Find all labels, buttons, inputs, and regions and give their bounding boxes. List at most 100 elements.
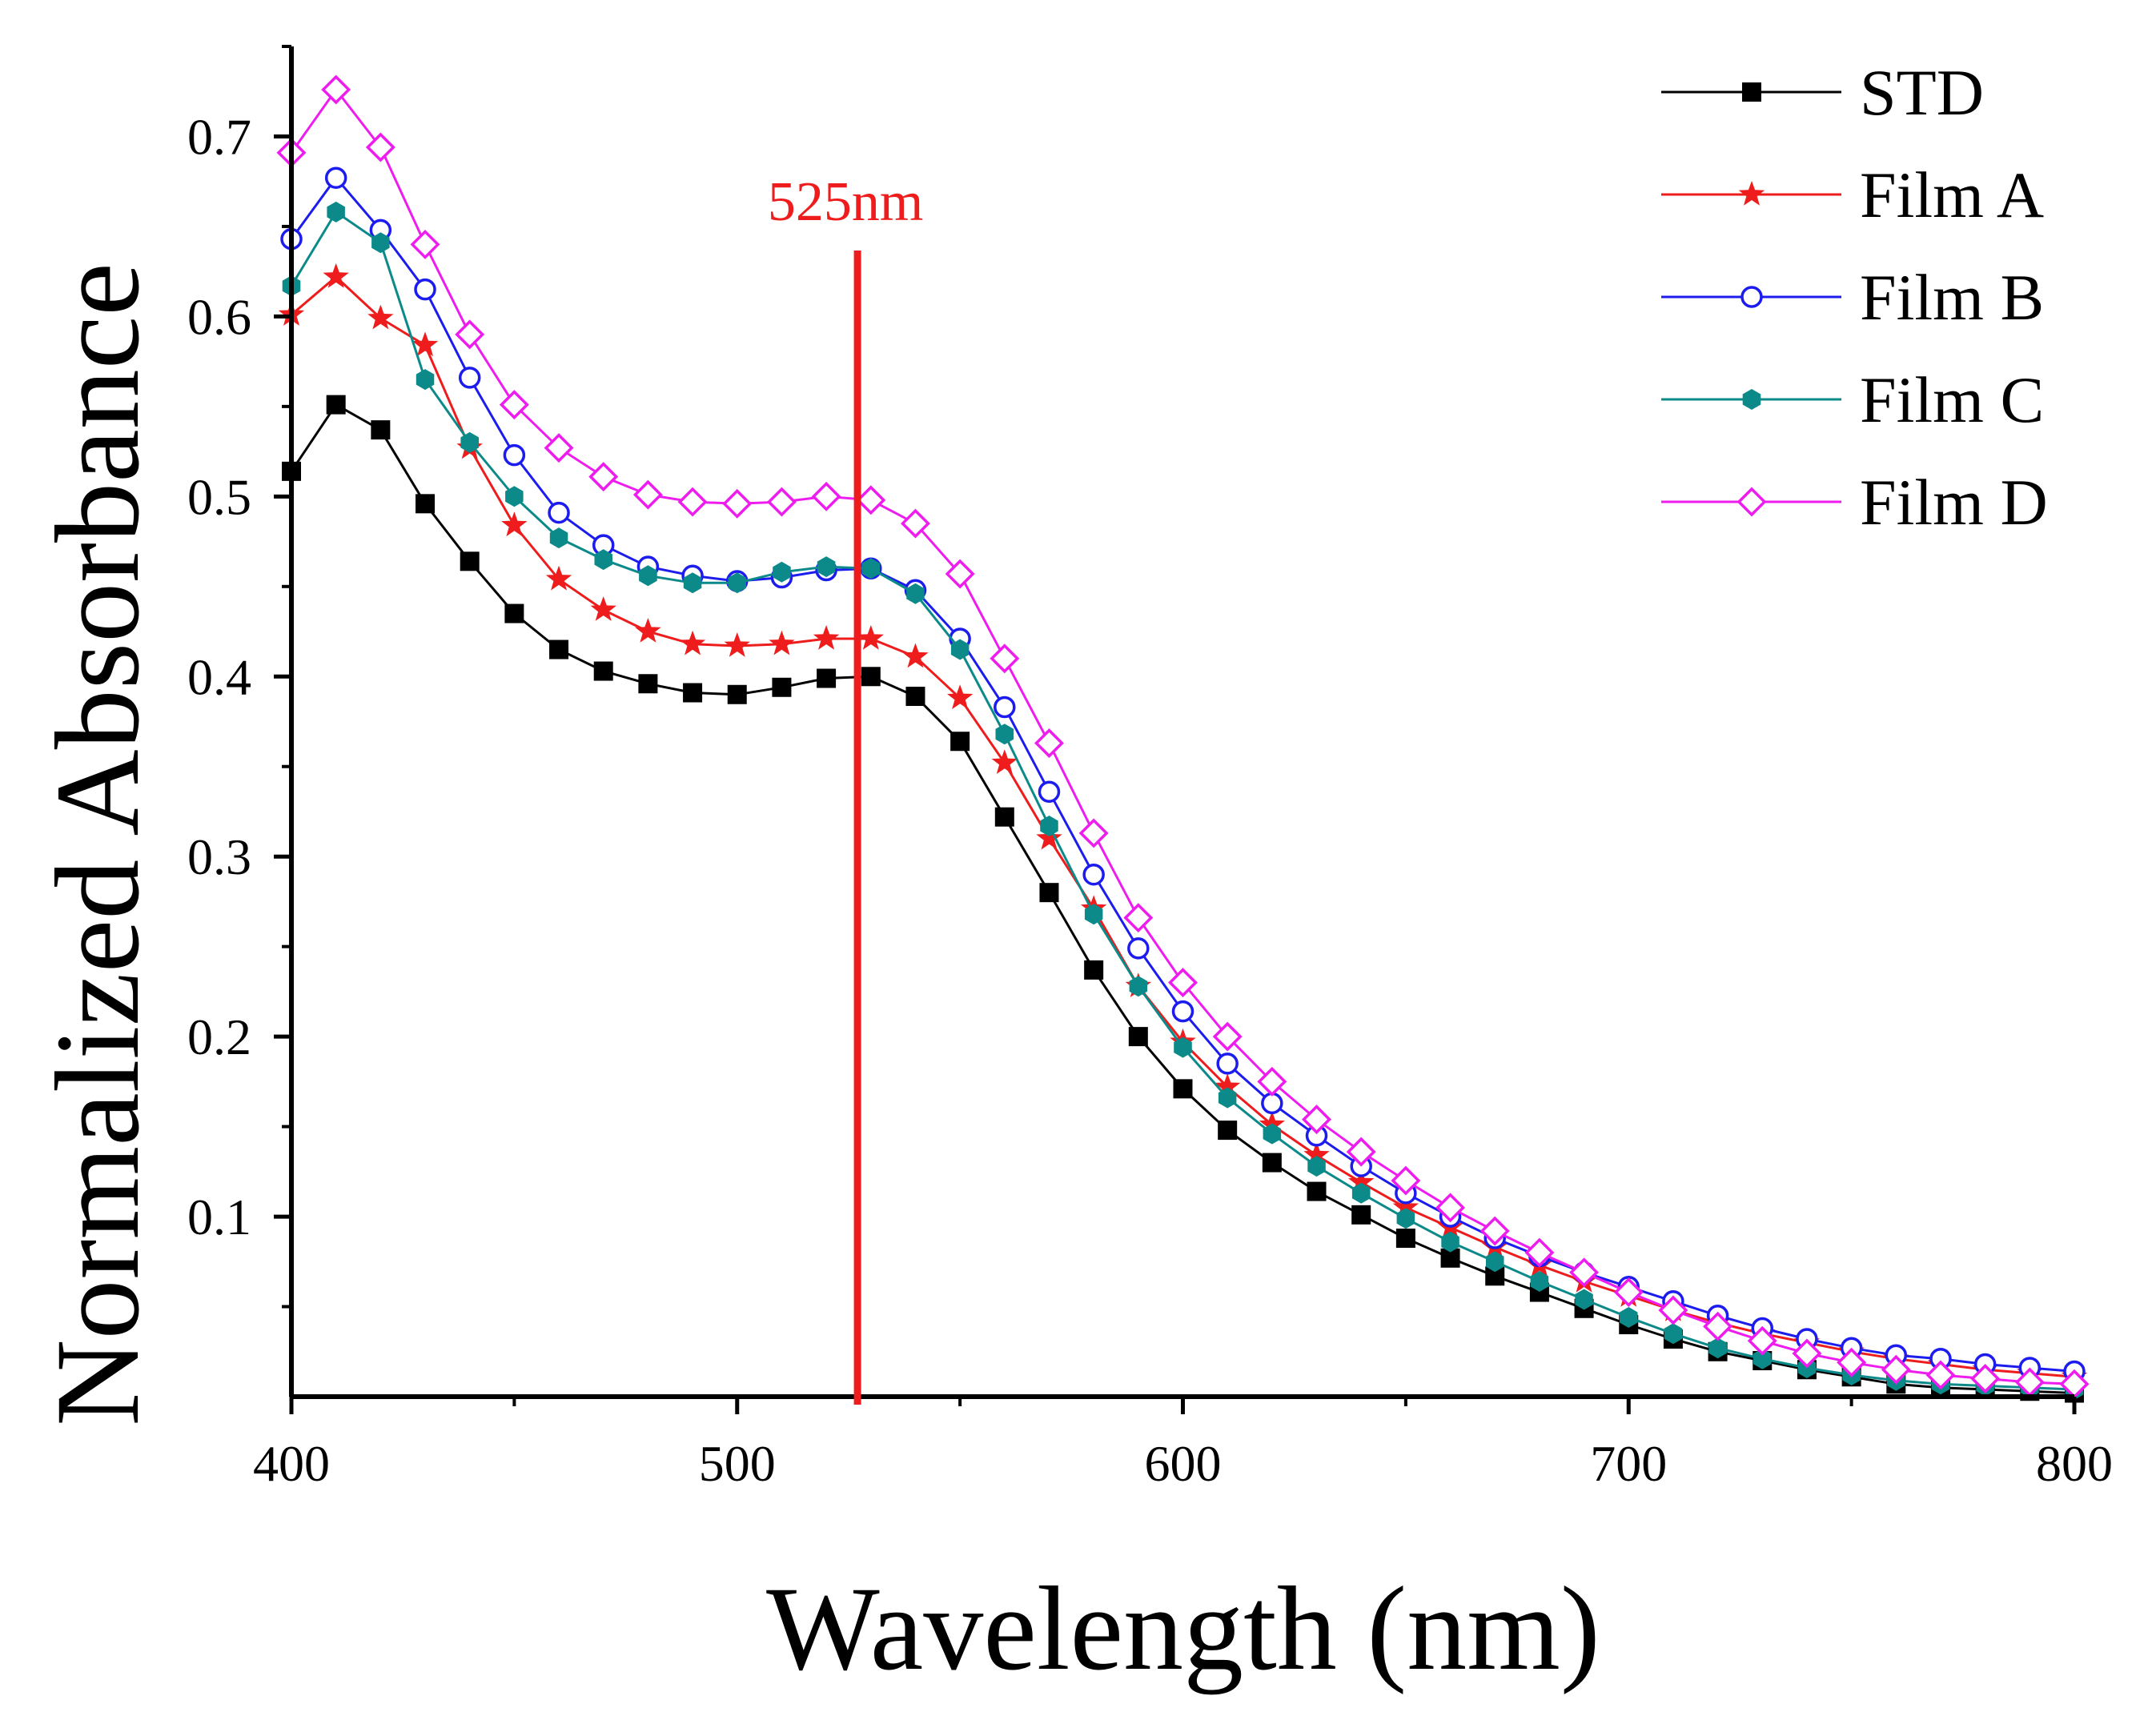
data-point-film-c (549, 527, 568, 549)
data-point-film-c (594, 549, 612, 571)
data-point-film-b (1127, 937, 1150, 960)
data-point-film-a (501, 511, 528, 537)
data-point-film-c (1575, 1289, 1593, 1310)
data-point-film-b (1216, 1052, 1239, 1075)
series-std (282, 395, 2084, 1403)
data-point-film-d (1168, 968, 1198, 998)
data-point-film-a (902, 643, 929, 668)
series-film-c (282, 201, 2084, 1400)
x-tick-label-500: 500 (699, 1435, 776, 1492)
series-film-d (276, 74, 2090, 1399)
data-point-film-b (458, 367, 481, 389)
data-point-std (1351, 1205, 1371, 1225)
data-point-film-a (1348, 1169, 1375, 1194)
data-point-film-c (1396, 1208, 1415, 1229)
data-point-film-c (1664, 1323, 1683, 1345)
data-point-film-d (856, 485, 886, 515)
data-point-std (994, 807, 1014, 827)
data-point-film-a (857, 625, 884, 650)
legend-marker-std (1742, 82, 1761, 102)
data-point-film-a (635, 618, 661, 643)
data-point-film-d (1212, 1021, 1243, 1052)
data-point-film-a (1215, 1073, 1241, 1098)
data-point-film-c (639, 565, 657, 587)
data-point-film-d (1479, 1216, 1510, 1246)
legend-marker-film-a (1738, 181, 1765, 206)
data-point-film-a (1392, 1193, 1419, 1219)
data-point-film-d (1078, 818, 1109, 848)
data-point-film-b (414, 278, 436, 301)
data-point-film-a (590, 596, 616, 621)
legend-marker-film-b (1740, 286, 1763, 308)
data-point-std (905, 687, 925, 707)
annotation-label: 525nm (768, 171, 923, 233)
data-point-film-c (1129, 976, 1148, 997)
data-point-film-c (416, 369, 435, 391)
data-point-film-d (1925, 1360, 1956, 1390)
data-point-std (683, 683, 703, 703)
y-tick-label-0.1: 0.1 (187, 1189, 251, 1245)
data-point-film-c (1084, 904, 1103, 925)
legend-label-film-b: Film B (1860, 261, 2044, 334)
data-point-film-d (1970, 1364, 2001, 1393)
data-point-std (371, 420, 391, 440)
y-tick-label-0.2: 0.2 (187, 1008, 251, 1065)
data-point-film-d (1747, 1325, 1777, 1356)
data-point-film-d (632, 479, 663, 510)
data-point-film-b (1038, 780, 1061, 803)
data-point-film-b (1171, 1000, 1194, 1023)
series-line-film-b (290, 175, 2075, 1373)
data-point-film-d (455, 319, 485, 350)
data-point-film-b (1082, 863, 1105, 886)
data-point-film-b (503, 443, 526, 467)
data-point-film-c (995, 724, 1014, 745)
data-point-film-a (947, 684, 974, 709)
data-point-film-a (367, 304, 394, 330)
data-point-film-d (499, 390, 529, 420)
data-point-film-a (991, 749, 1018, 774)
data-point-std (1039, 883, 1059, 903)
data-point-film-b (1261, 1092, 1283, 1115)
y-axis-title: Normalized Absorbance (31, 263, 164, 1426)
y-tick-label-0.6: 0.6 (187, 288, 251, 345)
legend-label-film-a: Film A (1860, 158, 2044, 231)
y-tick-label-0.7: 0.7 (187, 108, 251, 165)
data-point-film-c (505, 486, 524, 507)
data-point-film-d (1346, 1137, 1376, 1167)
data-point-std (727, 684, 747, 704)
data-point-film-c (906, 583, 925, 604)
legend-item-film-b: Film B (1661, 261, 2044, 334)
data-point-film-d (1703, 1311, 1733, 1341)
data-point-film-c (1218, 1087, 1237, 1109)
series-layer (276, 74, 2090, 1403)
data-point-film-d (1524, 1237, 1555, 1268)
data-point-film-d (811, 481, 841, 511)
data-point-film-c (950, 639, 970, 660)
series-line-std (290, 403, 2075, 1394)
data-point-film-c (728, 572, 746, 594)
data-point-film-a (679, 630, 706, 656)
data-point-film-c (1530, 1271, 1549, 1292)
legend-label-film-d: Film D (1860, 466, 2048, 539)
data-point-std (1218, 1121, 1238, 1141)
data-point-film-c (327, 201, 345, 223)
data-point-film-d (1435, 1193, 1466, 1223)
data-point-film-d (365, 132, 395, 162)
data-point-std (1173, 1079, 1193, 1099)
data-point-std (504, 603, 524, 623)
x-tick-label-800: 800 (2036, 1435, 2113, 1492)
series-line-film-c (290, 210, 2075, 1391)
data-point-std (950, 732, 970, 752)
data-point-film-a (724, 632, 750, 657)
data-point-film-c (1174, 1036, 1192, 1058)
data-point-film-d (544, 433, 574, 463)
data-point-film-d (945, 559, 975, 589)
data-point-std (861, 667, 881, 687)
data-point-film-c (683, 572, 702, 594)
data-point-film-a (1303, 1141, 1330, 1167)
data-point-film-c (861, 558, 880, 579)
data-point-film-c (1307, 1156, 1326, 1177)
data-point-std (460, 551, 480, 571)
data-point-film-d (1881, 1354, 1911, 1385)
